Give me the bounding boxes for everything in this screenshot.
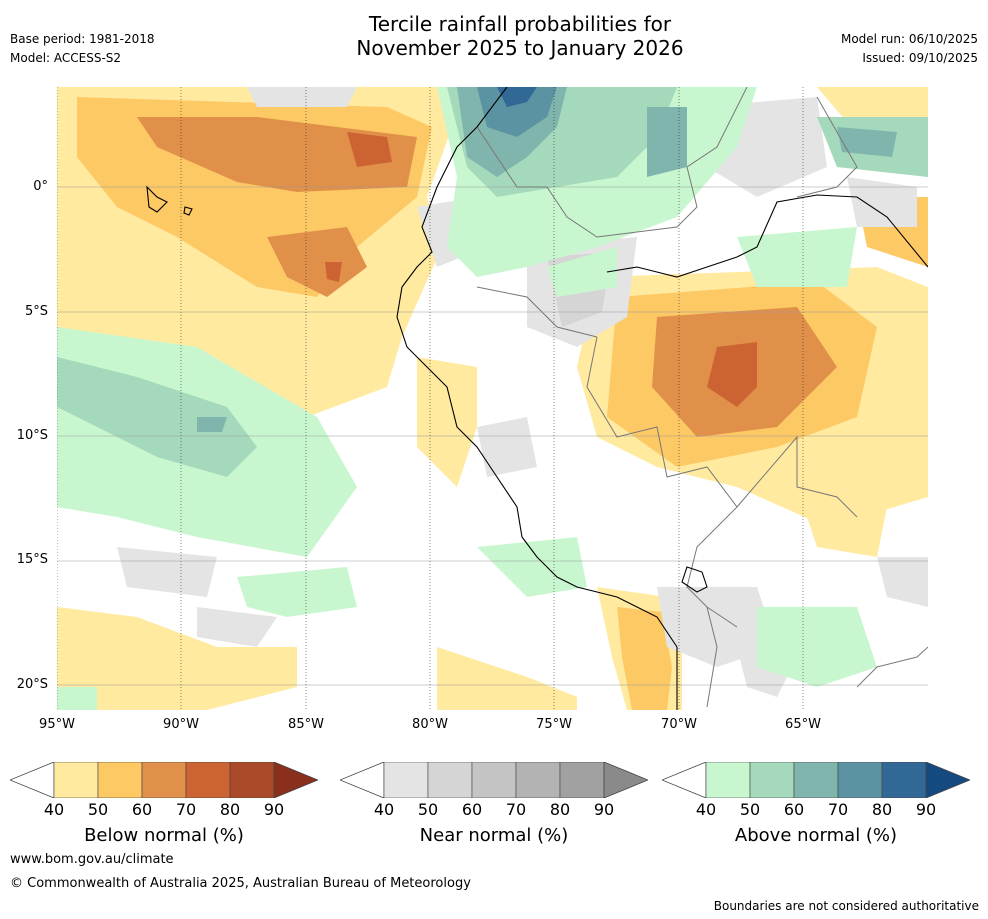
map-canvas	[57, 87, 928, 710]
model-name: Model: ACCESS-S2	[10, 51, 122, 65]
lon-label: 95°W	[39, 717, 75, 732]
country-borders	[476, 87, 928, 708]
colorbar-min-extension	[340, 762, 385, 798]
colorbar-title-below: Below normal (%)	[84, 825, 244, 846]
base-period: Base period: 1981-2018	[10, 32, 155, 46]
colorbar-segment	[185, 762, 231, 798]
copyright: © Commonwealth of Australia 2025, Austra…	[10, 876, 471, 891]
cbar-tick: 50	[739, 800, 761, 819]
cbar-tick: 50	[417, 800, 439, 819]
cbar-tick: 60	[461, 800, 483, 819]
lat-label: 15°S	[16, 552, 48, 567]
cbar-tick: 90	[593, 800, 615, 819]
title-line-2: November 2025 to January 2026	[356, 36, 684, 60]
colorbar-segment	[229, 762, 275, 798]
above-normal-shading	[57, 87, 928, 710]
colorbar-segment	[881, 762, 927, 798]
colorbar-segment	[749, 762, 795, 798]
colorbar-title-above: Above normal (%)	[734, 825, 898, 846]
lon-label: 85°W	[288, 717, 324, 732]
cbar-tick: 70	[505, 800, 527, 819]
cbar-tick: 80	[871, 800, 893, 819]
boundary-disclaimer: Boundaries are not considered authoritat…	[713, 899, 979, 913]
colorbar-segment	[559, 762, 605, 798]
colorbar-segment	[705, 762, 751, 798]
cbar-tick: 70	[827, 800, 849, 819]
colorbar-max-extension	[603, 762, 648, 798]
cbar-tick: 90	[263, 800, 285, 819]
lat-label: 10°S	[16, 428, 48, 443]
model-run-date: Model run: 06/10/2025	[840, 32, 978, 46]
colorbar-segment	[471, 762, 517, 798]
colorbar-segment	[383, 762, 429, 798]
lon-label: 70°W	[661, 717, 697, 732]
colorbar-above-normal	[662, 762, 970, 798]
cbar-tick: 90	[915, 800, 937, 819]
colorbar-max-extension	[273, 762, 318, 798]
colorbar-segment	[427, 762, 473, 798]
lon-label: 65°W	[785, 717, 821, 732]
cbar-tick: 80	[549, 800, 571, 819]
colorbar-segment	[793, 762, 839, 798]
colorbar-segment	[97, 762, 143, 798]
website-link[interactable]: www.bom.gov.au/climate	[10, 852, 174, 867]
issued-date: Issued: 09/10/2025	[862, 51, 978, 65]
lat-lon-grid	[57, 87, 928, 710]
lon-label: 80°W	[412, 717, 448, 732]
colorbar-title-near: Near normal (%)	[419, 825, 569, 846]
map-title: Tercile rainfall probabilities for Novem…	[0, 12, 988, 60]
below-normal-shading	[57, 87, 928, 710]
cbar-tick: 40	[695, 800, 717, 819]
colorbar-max-extension	[925, 762, 970, 798]
colorbar-below-normal	[10, 762, 318, 798]
cbar-tick: 50	[87, 800, 109, 819]
colorbar-min-extension	[662, 762, 707, 798]
coastline	[146, 87, 928, 710]
cbar-tick: 40	[373, 800, 395, 819]
cbar-tick: 80	[219, 800, 241, 819]
rainfall-probability-map	[57, 87, 928, 710]
cbar-tick: 60	[783, 800, 805, 819]
title-line-1: Tercile rainfall probabilities for	[368, 12, 672, 36]
cbar-tick: 40	[43, 800, 65, 819]
cbar-tick: 60	[131, 800, 153, 819]
colorbar-min-extension	[10, 762, 55, 798]
lon-label: 90°W	[163, 717, 199, 732]
colorbar-segment	[515, 762, 561, 798]
colorbar-segment	[141, 762, 187, 798]
lat-label: 5°S	[24, 304, 48, 319]
colorbar-near-normal	[340, 762, 648, 798]
cbar-tick: 70	[175, 800, 197, 819]
colorbar-segment	[837, 762, 883, 798]
lon-label: 75°W	[536, 717, 572, 732]
colorbar-segment	[53, 762, 99, 798]
lat-label: 20°S	[16, 677, 48, 692]
lat-label: 0°	[33, 179, 48, 194]
